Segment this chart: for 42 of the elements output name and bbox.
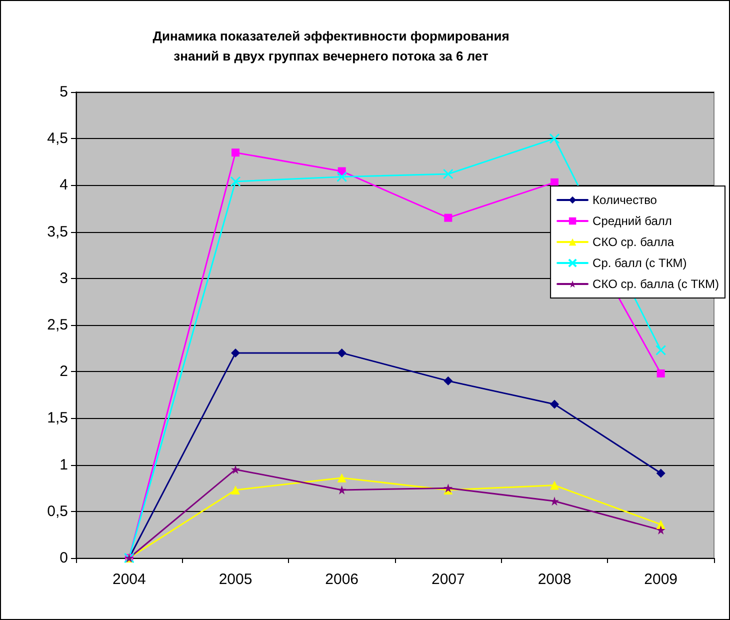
y-tick-label: 4,5 <box>47 130 68 148</box>
legend-label: Количество <box>592 193 658 207</box>
point <box>231 464 240 474</box>
x-tick-label: 2005 <box>218 571 252 588</box>
point <box>656 520 666 529</box>
point <box>656 369 665 378</box>
legend-label: СКО ср. балла (с ТКМ) <box>592 277 720 291</box>
point <box>442 168 454 180</box>
x-tick-label: 2007 <box>431 571 465 588</box>
point <box>231 485 240 494</box>
y-tick-label: 1 <box>60 456 68 474</box>
y-tick-label: 3 <box>60 270 68 287</box>
legend-label: Ср. балл (с ТКМ) <box>592 256 687 270</box>
chart-title: Динамика показателей эффективности формирования знаний в двух группах вечернего потока за 6 лет <box>152 28 510 64</box>
y-tick-label: 4 <box>60 176 68 194</box>
x-tick-label: 2008 <box>538 571 572 588</box>
point <box>550 480 559 490</box>
point <box>550 400 559 409</box>
point <box>337 473 346 482</box>
y-tick-label: 2 <box>60 363 68 380</box>
point <box>336 172 348 182</box>
y-tick-label: 3,5 <box>47 223 68 240</box>
point <box>232 148 240 157</box>
point <box>444 214 452 222</box>
x-tick-label: 2009 <box>644 571 678 588</box>
y-tick-label: 0,5 <box>47 502 68 520</box>
point <box>230 176 241 187</box>
point <box>656 526 666 535</box>
y-tick-label: 1,5 <box>47 410 68 427</box>
legend-label: СКО ср. балла <box>592 235 674 249</box>
y-tick-label: 5 <box>60 84 68 100</box>
point <box>444 376 453 386</box>
point <box>656 468 666 478</box>
point <box>337 348 346 358</box>
point <box>656 344 666 356</box>
y-tick-label: 0 <box>60 550 68 566</box>
y-tick-label: 2,5 <box>47 316 68 334</box>
point <box>549 133 560 144</box>
x-tick-label: 2006 <box>325 571 359 588</box>
point <box>231 348 240 358</box>
legend-label: Средний балл <box>592 214 672 228</box>
x-tick-label: 2004 <box>112 571 146 588</box>
